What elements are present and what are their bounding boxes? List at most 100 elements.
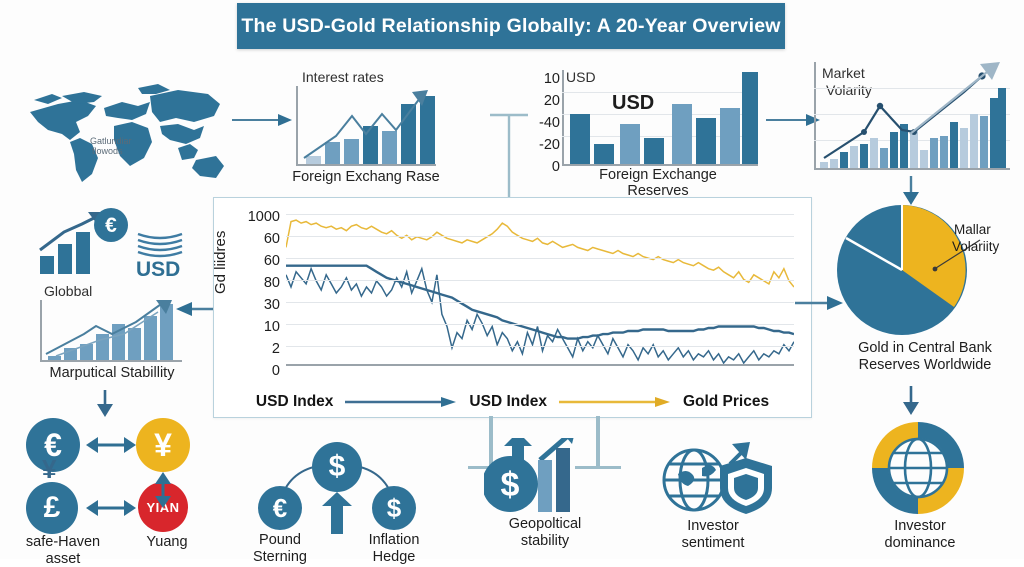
stability-trend-arrows (45, 300, 172, 357)
fx-reserves-yticks: 10 20 -40 -20 0 (530, 68, 560, 174)
main-chart-ylabel: Gd liidres (212, 230, 229, 294)
fx-reserves-inner-label: USD (612, 92, 655, 114)
pie-chart-gold-reserves: Mallar Volariity Gold in Central Bank Re… (834, 204, 1024, 384)
ytick: 60 (263, 253, 280, 269)
arrow-down-to-pie (902, 176, 920, 206)
arrow-pie-to-donut (902, 386, 920, 416)
main-chart-yticks: 1000 60 60 80 30 10 2 0 (228, 210, 280, 378)
cash-stack-icon (137, 232, 183, 258)
pound-label-1: Pound (259, 532, 301, 548)
market-volatility-lines (823, 62, 1000, 159)
connector-bottom-left (489, 416, 493, 468)
euro-symbol: € (105, 213, 117, 237)
main-chart-series (286, 214, 794, 366)
interest-rates-caption: Foreign Exchang Rase (292, 169, 440, 185)
pie-caption-2: Reserves Worldwide (858, 357, 992, 373)
legend-blue-arrow-icon (345, 397, 457, 407)
pie-annotation-1: Mallar (954, 222, 991, 237)
pound-label-2: Sterning (252, 549, 307, 565)
stability-title: Globbal (44, 283, 93, 299)
legend-label-2: USD Index (469, 393, 547, 410)
ytick: 20 (543, 93, 560, 109)
euro-coin-icon: € (94, 208, 128, 242)
safe-haven-label-1: safe-Haven (25, 534, 101, 550)
ytick: 60 (263, 231, 280, 247)
connector-bottom-right (596, 416, 600, 468)
arrow-to-market-volatility (766, 112, 822, 128)
investor-dominance-label-2: dominance (884, 535, 956, 551)
ytick: -20 (539, 137, 560, 153)
globe-shield-icon (662, 442, 772, 514)
pie-annotation-2: Volariity (952, 239, 1000, 254)
pound-circle-symbol: £ (43, 491, 61, 524)
pie-caption-1: Gold in Central Bank (858, 340, 992, 356)
investor-dominance-group: Investor dominance (850, 418, 990, 553)
geopolitical-label-2: stability (520, 533, 570, 549)
pie-chart-svg (837, 205, 967, 335)
map-overlay-line2: flowods (92, 146, 123, 156)
interest-rates-title: Interest rates (302, 69, 384, 85)
chart-interest-rates: Interest rates Foreign Exchang Rase (290, 62, 442, 192)
dollar-hub-circle[interactable]: $ (312, 442, 362, 492)
world-map: Gatlundiar flowods (18, 82, 228, 188)
interest-rates-trend-arrow (303, 90, 428, 159)
fx-reserves-axis-title: USD (566, 69, 596, 85)
market-volatility-title-2: Volarity (826, 82, 872, 98)
investor-sentiment-group: Investor sentiment (638, 438, 788, 556)
donut-globe-icon (872, 422, 964, 514)
ytick: -40 (539, 115, 560, 131)
connector-top-left (476, 113, 536, 197)
ytick: 0 (551, 159, 560, 175)
inflation-hedge-circle[interactable]: $ (372, 486, 416, 530)
legend-label-1: USD Index (255, 393, 334, 410)
currency-network-arrows (86, 437, 171, 516)
series-gold-prices (286, 220, 794, 287)
geopolitical-stability-group: $ Geopoltical stability (470, 438, 620, 556)
ytick: 0 (271, 363, 280, 379)
main-chart-legend: USD Index USD Index Gold Prices (214, 391, 811, 413)
world-map-svg: Gatlundiar flowods (30, 84, 224, 182)
fx-reserves-caption-1: Foreign Exchange (599, 167, 717, 183)
map-overlay-line1: Gatlundiar (90, 136, 132, 146)
safe-haven-label-2: asset (45, 551, 81, 567)
growth-icon-group: € USD (38, 208, 198, 281)
arrow-chart-to-pie (795, 294, 845, 312)
ytick: 30 (263, 297, 280, 313)
investor-sentiment-label-2: sentiment (681, 535, 745, 551)
main-chart-panel: Gd liidres 1000 60 60 80 30 10 2 0 USD I… (212, 197, 812, 418)
inflation-label-1: Inflation (368, 532, 420, 548)
euro-circle-symbol: € (44, 427, 62, 463)
stability-caption: Marputical Stabillity (49, 365, 175, 381)
usd-label: USD (136, 258, 181, 281)
inflation-hedge-symbol: $ (386, 493, 402, 523)
connector-bottom-right-cap (575, 466, 621, 469)
inflation-label-2: Hedge (372, 549, 416, 565)
investor-sentiment-label-1: Investor (687, 518, 739, 534)
pound-circle[interactable]: £ (26, 482, 78, 534)
chart-global-stability: Globbal Marputical Stabillity (32, 282, 192, 384)
legend-label-3: Gold Prices (682, 393, 770, 410)
pound-sterling-symbol: € (272, 493, 288, 523)
currency-network: € ¥ £ YIAN ¥ safe-Haven asset Yuang (14, 412, 214, 567)
dollar-hub-symbol: $ (328, 450, 346, 483)
pie-annotation-leader (932, 239, 981, 272)
yen-circle-symbol: ¥ (154, 427, 172, 463)
yen-glyph: ¥ (42, 454, 57, 484)
ytick: 10 (543, 71, 560, 87)
euro-circle[interactable]: € (26, 418, 80, 472)
geopolitical-label-1: Geopoltical (508, 516, 582, 532)
legend-gold-arrow-icon (558, 397, 670, 407)
svg-text:$: $ (501, 466, 520, 504)
yen-circle[interactable]: ¥ (136, 418, 190, 472)
series-usd-index-volatile (286, 269, 794, 363)
pound-sterling-circle[interactable]: € (258, 486, 302, 530)
yuan-label: Yuang (146, 534, 188, 550)
market-volatility-title-1: Market (822, 65, 865, 81)
ytick: 2 (271, 341, 280, 357)
ytick: 80 (263, 275, 280, 291)
ytick: 10 (263, 319, 280, 335)
series-usd-index-trend (286, 266, 794, 339)
arrow-map-to-interest-rates (232, 112, 294, 128)
arrow-down-to-currencies (96, 390, 114, 418)
chart-market-volatility: Market Volarity (806, 58, 1012, 183)
